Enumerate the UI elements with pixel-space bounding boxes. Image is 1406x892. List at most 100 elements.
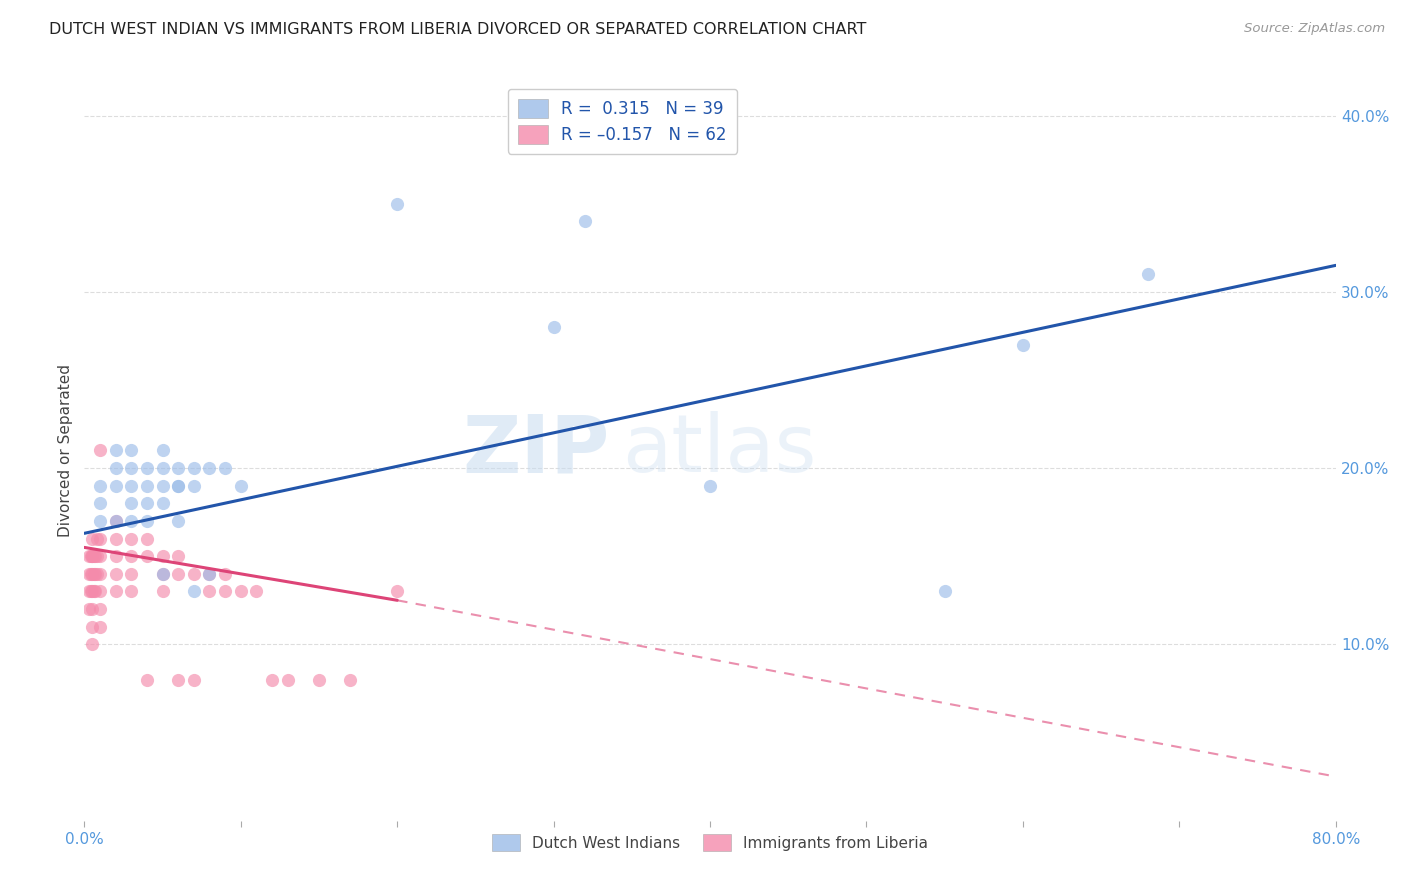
Point [136,532,159,546]
Point [89,532,111,546]
Point [86,566,108,581]
Point [152,584,174,599]
Point [120,514,142,528]
Point [385,196,409,211]
Text: atlas: atlas [623,411,817,490]
Point [152,566,174,581]
Point [308,673,330,687]
Point [104,443,127,458]
Point [77,602,100,616]
Point [89,496,111,510]
Point [262,673,284,687]
Point [167,566,190,581]
Point [89,602,111,616]
Point [84,549,107,564]
Point [104,566,127,581]
Point [120,479,142,493]
Point [120,496,142,510]
Point [574,214,596,228]
Point [86,532,108,546]
Point [120,532,142,546]
Point [120,443,142,458]
Point [183,584,205,599]
Point [136,496,159,510]
Point [385,584,409,599]
Point [83,584,105,599]
Point [120,566,142,581]
Point [229,584,252,599]
Point [84,566,107,581]
Point [214,584,236,599]
Point [934,584,956,599]
Point [89,566,111,581]
Point [77,566,100,581]
Point [120,461,142,475]
Point [84,584,107,599]
Point [152,566,174,581]
Point [245,584,267,599]
Point [104,549,127,564]
Point [152,461,174,475]
Point [136,549,159,564]
Point [198,584,221,599]
Point [136,673,159,687]
Point [82,532,104,546]
Point [82,584,104,599]
Point [86,549,108,564]
Point [167,514,190,528]
Point [183,461,205,475]
Point [339,673,361,687]
Point [214,566,236,581]
Point [167,549,190,564]
Point [136,461,159,475]
Point [82,549,104,564]
Point [104,514,127,528]
Point [89,620,111,634]
Point [167,479,190,493]
Point [167,673,190,687]
Point [136,479,159,493]
Point [152,443,174,458]
Point [89,443,111,458]
Point [198,461,221,475]
Point [82,549,104,564]
Point [79,584,101,599]
Point [152,496,174,510]
Point [699,479,721,493]
Point [82,566,104,581]
Point [229,479,252,493]
Point [89,584,111,599]
Point [198,566,221,581]
Point [183,673,205,687]
Point [167,479,190,493]
Point [83,549,105,564]
Point [183,479,205,493]
Point [277,673,299,687]
Point [120,584,142,599]
Text: ZIP: ZIP [463,411,610,490]
Point [152,479,174,493]
Point [152,549,174,564]
Y-axis label: Divorced or Separated: Divorced or Separated [58,364,73,537]
Point [104,461,127,475]
Point [104,479,127,493]
Point [167,461,190,475]
Point [79,566,101,581]
Point [77,584,100,599]
Point [89,514,111,528]
Point [82,620,104,634]
Point [82,637,104,651]
Point [183,566,205,581]
Legend: Dutch West Indians, Immigrants from Liberia: Dutch West Indians, Immigrants from Libe… [486,828,934,857]
Point [79,549,101,564]
Point [214,461,236,475]
Point [89,549,111,564]
Point [104,514,127,528]
Point [104,532,127,546]
Point [77,549,100,564]
Point [89,479,111,493]
Point [136,514,159,528]
Point [1136,267,1159,281]
Point [83,566,105,581]
Point [104,584,127,599]
